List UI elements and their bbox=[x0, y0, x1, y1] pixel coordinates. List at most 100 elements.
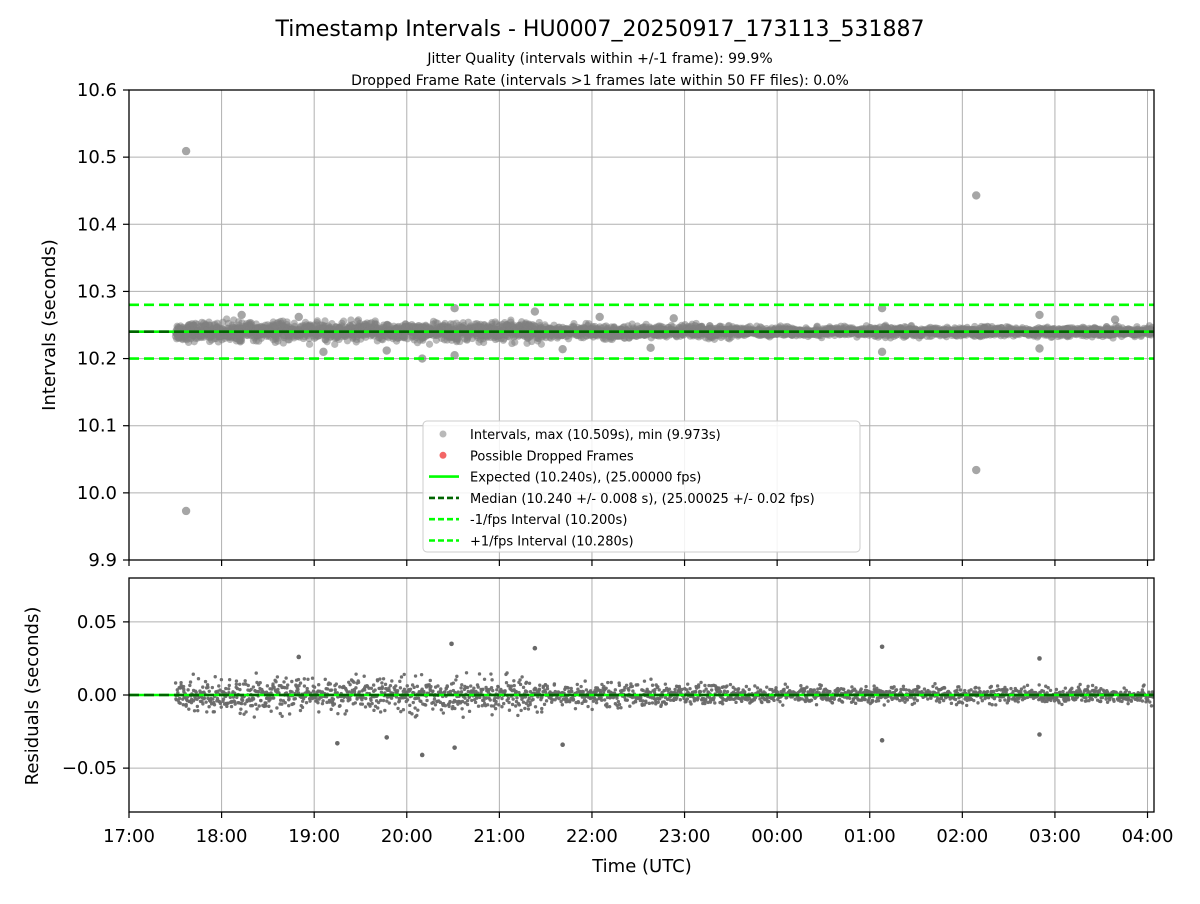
data-point bbox=[354, 686, 357, 689]
data-point bbox=[461, 715, 464, 718]
data-point bbox=[457, 690, 460, 693]
data-point bbox=[376, 706, 379, 709]
outlier-point bbox=[295, 313, 303, 321]
data-point bbox=[174, 681, 177, 684]
data-point bbox=[378, 677, 381, 680]
data-point bbox=[290, 690, 293, 693]
outlier-point bbox=[972, 191, 980, 199]
data-point bbox=[182, 688, 185, 691]
data-point bbox=[286, 683, 289, 686]
data-point bbox=[353, 690, 356, 693]
data-point bbox=[299, 681, 302, 684]
y-tick-label: 9.9 bbox=[88, 550, 117, 571]
data-point bbox=[240, 702, 243, 705]
data-point bbox=[178, 702, 181, 705]
data-point bbox=[446, 685, 449, 688]
data-point bbox=[528, 703, 531, 706]
data-point bbox=[481, 688, 484, 691]
data-point bbox=[370, 702, 373, 705]
data-point bbox=[285, 686, 288, 689]
data-point bbox=[625, 684, 628, 687]
data-point bbox=[631, 689, 634, 692]
outlier-point bbox=[1035, 311, 1043, 319]
data-point bbox=[454, 678, 457, 681]
data-point bbox=[431, 707, 434, 710]
data-point bbox=[512, 679, 515, 682]
data-point bbox=[284, 676, 287, 679]
data-point bbox=[284, 701, 287, 704]
data-point bbox=[305, 701, 308, 704]
data-point bbox=[332, 698, 335, 701]
data-point bbox=[276, 675, 279, 678]
data-point bbox=[201, 702, 204, 705]
data-point bbox=[197, 677, 200, 680]
data-point bbox=[507, 697, 510, 700]
data-point bbox=[390, 679, 393, 682]
data-point bbox=[396, 689, 399, 692]
data-point bbox=[352, 681, 355, 684]
data-point bbox=[296, 688, 299, 691]
data-point bbox=[201, 685, 204, 688]
data-point bbox=[651, 684, 654, 687]
data-point bbox=[308, 699, 311, 702]
data-point bbox=[412, 686, 415, 689]
y-tick-label: 10.5 bbox=[77, 147, 117, 168]
data-point bbox=[603, 698, 606, 701]
data-point bbox=[354, 672, 357, 675]
data-point bbox=[494, 707, 497, 710]
data-point bbox=[519, 683, 522, 686]
data-point bbox=[567, 686, 570, 689]
data-point bbox=[205, 710, 208, 713]
data-point bbox=[534, 705, 537, 708]
data-point bbox=[470, 699, 473, 702]
data-point bbox=[618, 684, 621, 687]
data-point bbox=[618, 703, 621, 706]
data-point bbox=[460, 707, 463, 710]
data-point bbox=[448, 700, 451, 703]
data-point bbox=[388, 701, 391, 704]
data-point bbox=[434, 703, 437, 706]
outlier-point bbox=[878, 348, 886, 356]
data-point bbox=[614, 688, 617, 691]
data-point bbox=[489, 698, 492, 701]
data-point bbox=[225, 705, 228, 708]
data-point bbox=[513, 684, 516, 687]
data-point bbox=[345, 709, 348, 712]
data-point bbox=[217, 684, 220, 687]
data-point bbox=[336, 712, 339, 715]
data-point bbox=[364, 697, 367, 700]
data-point bbox=[466, 686, 469, 689]
data-point bbox=[244, 710, 247, 713]
data-point bbox=[255, 707, 258, 710]
data-point bbox=[241, 699, 244, 702]
outlier-point bbox=[670, 314, 678, 322]
data-point bbox=[213, 703, 216, 706]
data-point bbox=[490, 713, 493, 716]
data-point bbox=[266, 684, 269, 687]
y-tick-label: 10.0 bbox=[77, 483, 117, 504]
data-point bbox=[288, 712, 291, 715]
data-point bbox=[546, 687, 549, 690]
data-point bbox=[196, 709, 199, 712]
data-point bbox=[247, 684, 250, 687]
data-point bbox=[490, 678, 493, 681]
data-point bbox=[306, 678, 309, 681]
data-point bbox=[382, 699, 385, 702]
data-point bbox=[447, 705, 450, 708]
data-point bbox=[187, 707, 190, 710]
data-point bbox=[189, 680, 192, 683]
data-point bbox=[657, 701, 660, 704]
data-point bbox=[489, 672, 492, 675]
data-point bbox=[648, 702, 651, 705]
data-point bbox=[586, 705, 589, 708]
data-point bbox=[518, 703, 521, 706]
y-tick-label: 10.1 bbox=[77, 416, 117, 437]
data-point bbox=[634, 700, 637, 703]
data-point bbox=[422, 690, 425, 693]
data-point bbox=[505, 671, 508, 674]
data-point bbox=[228, 684, 231, 687]
outlier-point bbox=[182, 147, 190, 155]
data-point bbox=[561, 703, 564, 706]
data-point bbox=[511, 703, 514, 706]
